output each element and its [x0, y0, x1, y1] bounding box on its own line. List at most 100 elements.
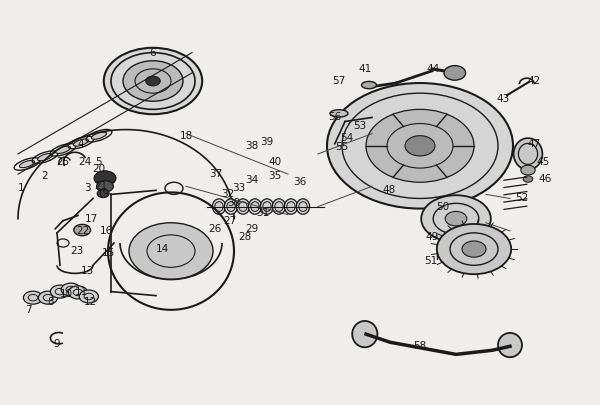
Circle shape	[97, 181, 113, 192]
Text: 36: 36	[293, 177, 307, 187]
Ellipse shape	[212, 199, 226, 214]
Ellipse shape	[260, 199, 274, 214]
Text: 41: 41	[358, 64, 371, 74]
Ellipse shape	[73, 139, 89, 146]
Text: 10: 10	[59, 289, 73, 298]
Text: 32: 32	[221, 190, 235, 199]
Ellipse shape	[296, 199, 310, 214]
Text: 54: 54	[340, 133, 353, 143]
Circle shape	[38, 291, 58, 304]
Ellipse shape	[19, 160, 35, 168]
Circle shape	[523, 176, 533, 182]
Text: 23: 23	[70, 246, 83, 256]
Circle shape	[23, 291, 43, 304]
Text: 55: 55	[335, 142, 349, 151]
Text: 58: 58	[413, 341, 427, 351]
Ellipse shape	[352, 321, 377, 347]
Circle shape	[123, 61, 183, 101]
Text: 17: 17	[85, 214, 98, 224]
Text: 12: 12	[83, 297, 97, 307]
Circle shape	[79, 290, 98, 303]
Text: 31: 31	[256, 208, 269, 217]
Ellipse shape	[224, 199, 238, 214]
Text: 15: 15	[101, 248, 115, 258]
Text: 13: 13	[80, 266, 94, 276]
Text: 5: 5	[95, 157, 103, 167]
Text: 25: 25	[56, 157, 70, 167]
Ellipse shape	[330, 110, 348, 117]
Text: 4: 4	[77, 139, 85, 149]
Text: 43: 43	[496, 94, 509, 104]
Text: 44: 44	[427, 64, 440, 74]
Ellipse shape	[236, 199, 250, 214]
Circle shape	[444, 66, 466, 80]
Circle shape	[521, 165, 535, 175]
Text: 19: 19	[97, 190, 110, 199]
Ellipse shape	[498, 333, 522, 357]
Circle shape	[437, 224, 511, 274]
Circle shape	[97, 190, 109, 198]
Text: 7: 7	[25, 305, 32, 315]
Text: 27: 27	[223, 216, 236, 226]
Text: 49: 49	[425, 232, 439, 242]
Circle shape	[146, 76, 160, 86]
Text: 30: 30	[227, 198, 241, 207]
Text: 20: 20	[92, 164, 106, 174]
Text: 3: 3	[83, 183, 91, 193]
Ellipse shape	[55, 146, 71, 153]
Text: 35: 35	[268, 171, 281, 181]
Text: 42: 42	[527, 76, 541, 86]
Text: 14: 14	[155, 244, 169, 254]
Text: 21: 21	[94, 181, 107, 191]
Text: 52: 52	[515, 194, 529, 203]
Text: 46: 46	[538, 174, 551, 184]
Text: 28: 28	[238, 232, 251, 242]
Text: 29: 29	[245, 224, 259, 234]
Ellipse shape	[284, 199, 298, 214]
Text: 6: 6	[149, 48, 157, 58]
Ellipse shape	[361, 81, 377, 89]
Circle shape	[366, 109, 474, 182]
Text: 33: 33	[232, 183, 245, 193]
Text: 50: 50	[436, 202, 449, 211]
Ellipse shape	[248, 199, 262, 214]
Text: 37: 37	[209, 169, 223, 179]
Circle shape	[405, 136, 435, 156]
Text: 40: 40	[268, 157, 281, 167]
Text: 38: 38	[245, 141, 259, 151]
Text: 24: 24	[79, 157, 92, 167]
Text: 39: 39	[260, 137, 274, 147]
Circle shape	[74, 224, 91, 236]
Ellipse shape	[91, 132, 107, 139]
Text: 57: 57	[332, 76, 346, 86]
Text: 16: 16	[100, 226, 113, 236]
Circle shape	[129, 223, 213, 279]
Text: 2: 2	[41, 171, 49, 181]
Circle shape	[327, 83, 513, 209]
Text: 11: 11	[74, 287, 88, 296]
Text: 53: 53	[353, 121, 367, 130]
Text: 18: 18	[179, 131, 193, 141]
Text: 47: 47	[527, 139, 541, 149]
Circle shape	[94, 171, 116, 185]
Text: 34: 34	[245, 175, 259, 185]
Circle shape	[50, 285, 70, 298]
Circle shape	[421, 195, 491, 242]
Text: 45: 45	[536, 157, 550, 167]
Text: 1: 1	[17, 183, 25, 193]
Text: 56: 56	[328, 113, 341, 122]
Circle shape	[445, 211, 467, 226]
Ellipse shape	[514, 138, 542, 170]
Ellipse shape	[272, 199, 286, 214]
Ellipse shape	[37, 153, 53, 161]
Text: 48: 48	[382, 185, 395, 195]
Circle shape	[104, 48, 202, 114]
Circle shape	[61, 283, 80, 296]
Text: 9: 9	[53, 339, 61, 349]
Text: 22: 22	[76, 226, 89, 236]
Circle shape	[68, 286, 88, 299]
Circle shape	[462, 241, 486, 257]
Text: 8: 8	[47, 297, 55, 307]
Text: 26: 26	[208, 224, 221, 234]
Text: 51: 51	[424, 256, 437, 266]
